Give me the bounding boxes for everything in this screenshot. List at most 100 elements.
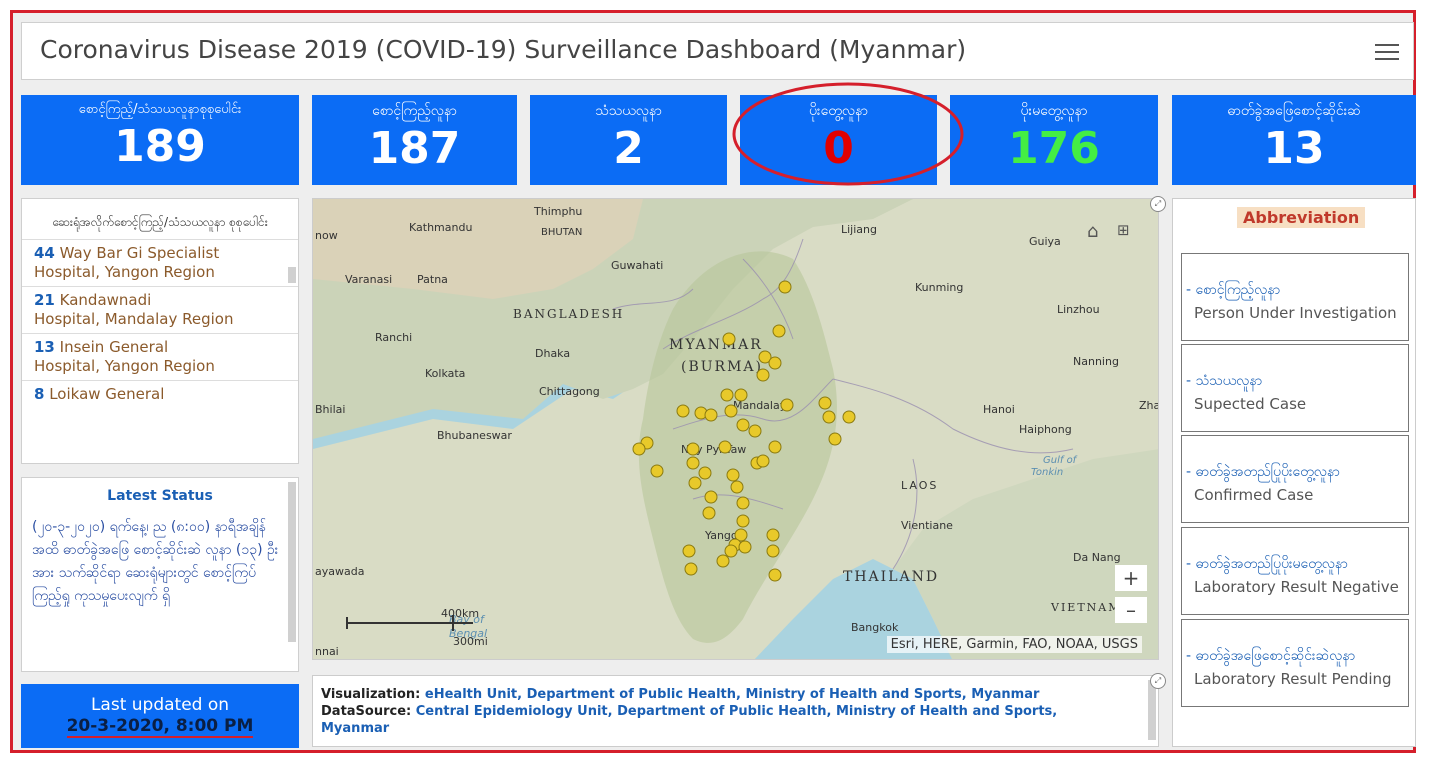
hospital-list-panel[interactable]: ဆေးရုံအလိုက်စောင့်ကြည့်/သံသယလူနာ စုစုပေါ… xyxy=(21,198,299,464)
map-label: Varanasi xyxy=(345,273,393,286)
list-item[interactable]: 13 Insein General Hospital, Yangon Regio… xyxy=(22,333,298,380)
list-item[interactable]: 21 Kandawnadi Hospital, Mandalay Region xyxy=(22,286,298,333)
hospital-name: Kandawnadi xyxy=(59,291,152,309)
abbreviation-mm: - သံသယလူနာ xyxy=(1186,373,1263,389)
map-label: BHUTAN xyxy=(541,227,583,238)
map-label: Mandalay xyxy=(733,399,787,412)
stat-suspected-label: သံသယလူနာ xyxy=(595,103,662,119)
latest-status-panel[interactable]: Latest Status (၂၀-၃-၂၀၂၀) ရက်နေ့၊ ည (၈:၀… xyxy=(21,477,299,672)
abbreviation-en: Supected Case xyxy=(1194,395,1307,413)
map-label: nnai xyxy=(315,645,339,658)
stat-pui-value: 187 xyxy=(368,123,461,174)
map-label: Da Nang xyxy=(1073,551,1121,564)
map-label: Haiphong xyxy=(1019,423,1072,436)
home-icon[interactable]: ⌂ xyxy=(1087,221,1099,242)
latest-scrollbar[interactable] xyxy=(288,482,296,642)
list-item[interactable]: 44 Way Bar Gi Specialist Hospital, Yango… xyxy=(22,239,298,286)
datasource-label: DataSource: xyxy=(321,704,412,719)
last-updated-date: 20-3-2020, 8:00 PM xyxy=(66,716,254,738)
stat-suspected-value: 2 xyxy=(613,123,644,174)
map-label: Kathmandu xyxy=(409,221,473,234)
credits-panel: Visualization: eHealth Unit, Department … xyxy=(312,675,1159,747)
abbreviation-en: Laboratory Result Pending xyxy=(1194,670,1392,688)
hospital-name: Insein General xyxy=(59,338,169,356)
scale-mi: 300mi xyxy=(453,635,488,648)
page-title: Coronavirus Disease 2019 (COVID-19) Surv… xyxy=(40,35,967,64)
zoom-in-button[interactable]: + xyxy=(1115,565,1147,591)
map-label: Gulf of xyxy=(1043,455,1077,466)
hospital-region: Hospital, Yangon Region xyxy=(34,357,215,375)
map-label: Dhaka xyxy=(535,347,571,360)
map-label: Bhilai xyxy=(315,403,346,416)
stat-pui-label: စောင့်ကြည့်လူနာ xyxy=(372,103,457,119)
abbreviation-mm: - စောင့်ကြည့်လူနာ xyxy=(1186,282,1281,298)
map-label: Guiya xyxy=(1029,235,1061,248)
abbreviation-item: - သံသယလူနာ Supected Case xyxy=(1181,344,1409,432)
map-attribution: Esri, HERE, Garmin, FAO, NOAA, USGS xyxy=(886,636,1142,653)
map-label: Nanning xyxy=(1073,355,1119,368)
map-label: Chittagong xyxy=(539,385,600,398)
hospital-count: 13 xyxy=(34,338,55,356)
hospital-list-title: ဆေးရုံအလိုက်စောင့်ကြည့်/သံသယလူနာ စုစုပေါ… xyxy=(52,215,268,229)
abbreviation-en: Laboratory Result Negative xyxy=(1194,578,1399,596)
map-label: Guwahati xyxy=(611,259,664,272)
map-label: Lijiang xyxy=(841,223,877,236)
map-label: (BURMA) xyxy=(681,359,763,375)
map-label: Ranchi xyxy=(375,331,413,344)
stat-pending-value: 13 xyxy=(1263,123,1325,174)
abbreviation-item: - ဓာတ်ခွဲအတည်ပြုပိုးတွေ့လူနာ Confirmed C… xyxy=(1181,435,1409,523)
abbreviation-item: - ဓာတ်ခွဲအဖြေစောင့်ဆိုင်းဆဲလူနာ Laborato… xyxy=(1181,619,1409,707)
stat-confirmed-value: 0 xyxy=(823,123,854,174)
map-label: Bhubaneswar xyxy=(437,429,512,442)
list-item[interactable]: 8 Loikaw General xyxy=(22,380,298,408)
scale-km: 400km xyxy=(441,607,480,620)
map-label: ayawada xyxy=(315,565,365,578)
map-basemap xyxy=(313,199,1158,659)
datasource-text: Central Epidemiology Unit, Department of… xyxy=(415,704,1058,719)
map-label: Tonkin xyxy=(1031,467,1064,478)
stat-suspected-tile: သံသယလူနာ 2 xyxy=(530,95,727,185)
abbreviation-title: Abbreviation xyxy=(1237,207,1366,228)
map-label: Kolkata xyxy=(425,367,466,380)
hospital-name: Way Bar Gi Specialist xyxy=(59,244,220,262)
abbreviation-panel: Abbreviation - စောင့်ကြည့်လူနာ Person Un… xyxy=(1172,198,1416,747)
abbreviation-en: Confirmed Case xyxy=(1194,486,1314,504)
hospital-count: 8 xyxy=(34,385,45,403)
zoom-out-button[interactable]: – xyxy=(1115,597,1147,623)
hospital-count: 44 xyxy=(34,244,55,262)
stat-total-value: 189 xyxy=(114,121,206,172)
case-markers[interactable] xyxy=(313,199,1159,660)
map-label: Vientiane xyxy=(901,519,953,532)
qr-code-icon[interactable]: ⊞ xyxy=(1117,221,1130,239)
map-label: THAILAND xyxy=(843,569,940,585)
map-label: Hanoi xyxy=(983,403,1015,416)
map-label: Kunming xyxy=(915,281,964,294)
map-view[interactable]: now Kathmandu Thimphu BHUTAN Lijiang Gui… xyxy=(312,198,1159,660)
dashboard-header: Coronavirus Disease 2019 (COVID-19) Surv… xyxy=(21,22,1414,80)
credits-scrollbar[interactable] xyxy=(1148,680,1156,740)
map-label: Bangkok xyxy=(851,621,899,634)
stat-negative-tile: ပိုးမတွေ့လူနာ 176 xyxy=(950,95,1158,185)
scale-bar xyxy=(346,615,473,631)
stat-pending-label: ဓာတ်ခွဲအဖြေစောင့်ဆိုင်းဆဲ xyxy=(1227,103,1361,119)
map-label: MYANMAR xyxy=(669,337,763,353)
stat-negative-label: ပိုးမတွေ့လူနာ xyxy=(1020,103,1088,119)
annotation-ellipse xyxy=(732,82,964,186)
datasource-text-cont: Myanmar xyxy=(321,721,390,736)
abbreviation-item: - ဓာတ်ခွဲအတည်ပြုပိုးမတွေ့လူနာ Laboratory… xyxy=(1181,527,1409,615)
map-label: Thimphu xyxy=(534,205,583,218)
map-label: Zha xyxy=(1139,399,1159,412)
map-label: BANGLADESH xyxy=(513,307,625,321)
list-scrollbar[interactable] xyxy=(288,267,296,283)
abbreviation-item: - စောင့်ကြည့်လူနာ Person Under Investiga… xyxy=(1181,253,1409,341)
hamburger-menu-icon[interactable] xyxy=(1375,39,1399,61)
map-label: VIETNAM xyxy=(1051,601,1122,614)
expand-icon[interactable]: ⤢ xyxy=(1150,196,1166,212)
last-updated-label: Last updated on xyxy=(90,695,230,715)
latest-status-text: (၂၀-၃-၂၀၂၀) ရက်နေ့၊ ည (၈:၀၀) နာရီအချိန်အ… xyxy=(32,519,279,604)
map-label: now xyxy=(315,229,338,242)
expand-icon[interactable]: ⤢ xyxy=(1150,673,1166,689)
hospital-name: Loikaw General xyxy=(49,385,165,403)
map-label: Patna xyxy=(417,273,448,286)
abbreviation-mm: - ဓာတ်ခွဲအတည်ပြုပိုးတွေ့လူနာ xyxy=(1186,464,1340,480)
